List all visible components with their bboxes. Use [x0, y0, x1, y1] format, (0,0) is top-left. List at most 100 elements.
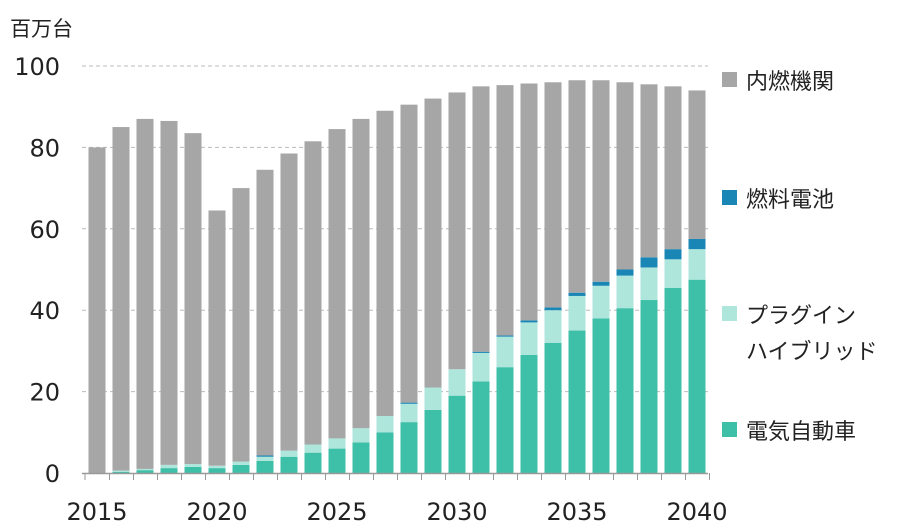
- bar-segment-2032: [496, 336, 514, 368]
- bar-segment-2036: [592, 80, 610, 282]
- bar-segment-2028: [400, 403, 418, 423]
- bar-segment-2029: [424, 409, 442, 473]
- bar-segment-2032: [496, 335, 514, 337]
- bar-segment-2040: [688, 90, 706, 239]
- legend-swatch: [722, 306, 737, 321]
- bar-segment-2016: [112, 470, 130, 472]
- bar-segment-2032: [496, 85, 514, 336]
- legend-swatch: [722, 72, 737, 87]
- bar-segment-2034: [544, 82, 562, 308]
- bar-segment-2022: [256, 460, 274, 473]
- bar-segment-2023: [280, 456, 298, 473]
- bar-segment-2021: [232, 464, 250, 473]
- bar-segment-2023: [280, 153, 298, 451]
- bar-segment-2031: [472, 352, 490, 382]
- bar-segment-2038: [640, 300, 658, 473]
- legend-label: ハイブリッド: [746, 340, 878, 365]
- bar-segment-2037: [616, 269, 634, 276]
- bar-segment-2039: [664, 86, 682, 250]
- bar-segment-2031: [472, 381, 490, 473]
- bar-segment-2026: [352, 442, 370, 473]
- x-tick-label: 2020: [186, 498, 247, 526]
- y-tick-label: 40: [29, 297, 60, 325]
- bar-segment-2020: [208, 210, 226, 466]
- bar-segment-2029: [424, 98, 442, 388]
- bar-segment-2028: [400, 422, 418, 473]
- bar-segment-2022: [256, 456, 274, 461]
- bar-segment-2031: [472, 351, 490, 353]
- legend-label: 燃料電池: [746, 188, 834, 213]
- y-tick-label: 60: [29, 216, 60, 244]
- bar-segment-2034: [544, 310, 562, 343]
- bar-segment-2035: [568, 330, 586, 473]
- bar-segment-2018: [160, 120, 178, 465]
- y-tick-label: 100: [14, 53, 60, 81]
- bar-segment-2019: [184, 464, 202, 467]
- bar-segment-2024: [304, 444, 322, 453]
- bar-segment-2033: [520, 354, 538, 473]
- legend-swatch: [722, 190, 737, 205]
- legend-label: プラグイン: [746, 304, 856, 329]
- bar-segment-2033: [520, 83, 538, 321]
- bar-segment-2016: [112, 127, 130, 471]
- bar-segment-2021: [232, 461, 250, 465]
- bar-segment-2024: [304, 452, 322, 473]
- bar-segment-2027: [376, 432, 394, 473]
- bar-segment-2037: [616, 82, 634, 270]
- bar-segment-2029: [424, 387, 442, 410]
- y-axis-unit-label: 百万台: [10, 17, 73, 41]
- x-tick-label: 2030: [426, 498, 487, 526]
- bar-segment-2036: [592, 281, 610, 286]
- bar-segment-2033: [520, 322, 538, 355]
- bar-segment-2027: [376, 416, 394, 433]
- bar-segment-2015: [88, 147, 106, 473]
- bar-segment-2035: [568, 292, 586, 296]
- bar-segment-2031: [472, 86, 490, 352]
- y-tick-label: 20: [29, 379, 60, 407]
- x-tick-label: 2025: [306, 498, 367, 526]
- legend-label: 内燃機関: [746, 70, 834, 95]
- bar-segment-2018: [160, 464, 178, 469]
- bar-segment-2025: [328, 129, 346, 439]
- bar-segment-2026: [352, 428, 370, 443]
- x-tick-label: 2035: [546, 498, 607, 526]
- bar-segment-2030: [448, 369, 466, 396]
- bar-segment-2027: [376, 110, 394, 417]
- bar-segment-2021: [232, 188, 250, 462]
- bar-segment-2026: [352, 118, 370, 429]
- bar-segment-2020: [208, 465, 226, 469]
- bar-segment-2034: [544, 342, 562, 473]
- bar-segment-2022: [256, 169, 274, 456]
- bar-segment-2035: [568, 80, 586, 293]
- bar-segment-2033: [520, 320, 538, 323]
- bar-segment-2035: [568, 295, 586, 331]
- bar-segment-2017: [136, 470, 154, 473]
- bar-segment-2017: [136, 468, 154, 471]
- bar-segment-2030: [448, 92, 466, 370]
- bar-segment-2040: [688, 249, 706, 280]
- x-tick-label: 2040: [666, 498, 727, 526]
- bar-segment-2036: [592, 285, 610, 319]
- bar-segment-2038: [640, 257, 658, 268]
- bar-segment-2040: [688, 279, 706, 473]
- bar-segment-2017: [136, 118, 154, 469]
- bar-segment-2023: [280, 450, 298, 457]
- bar-segment-2019: [184, 133, 202, 465]
- bar-segment-2032: [496, 367, 514, 473]
- bar-segment-2025: [328, 448, 346, 473]
- x-tick-label: 2015: [66, 498, 127, 526]
- bar-segment-2018: [160, 468, 178, 473]
- bar-segment-2022: [256, 455, 274, 457]
- bar-segment-2037: [616, 308, 634, 473]
- legend-label: 電気自動車: [746, 420, 856, 445]
- bar-segment-2034: [544, 307, 562, 311]
- bar-segment-2024: [304, 141, 322, 445]
- bar-segment-2028: [400, 104, 418, 403]
- bar-segment-2016: [112, 471, 130, 473]
- y-tick-label: 0: [45, 460, 60, 488]
- bar-segment-2040: [688, 238, 706, 250]
- legend-swatch: [722, 422, 737, 437]
- bar-segment-2039: [664, 249, 682, 260]
- bar-segment-2028: [400, 402, 418, 404]
